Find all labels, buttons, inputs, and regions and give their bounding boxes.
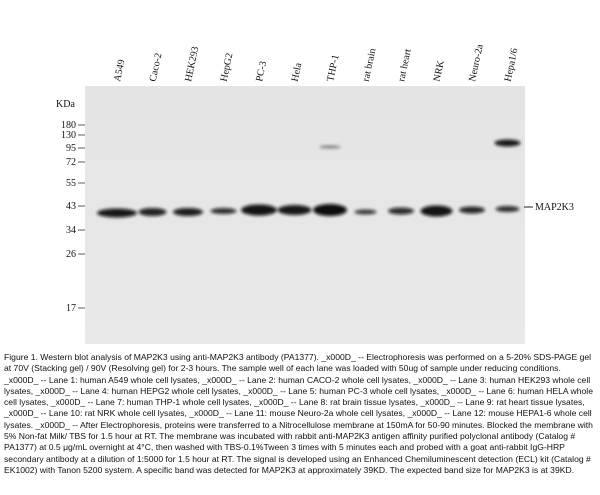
marker-label: 55: [66, 178, 76, 189]
lane-label: rat heart: [396, 48, 414, 83]
unit-label: KDa: [56, 99, 75, 110]
band: [138, 208, 167, 216]
lane-label: rat brain: [361, 47, 379, 82]
band: [319, 145, 341, 149]
lane-label: HEK293: [183, 46, 201, 83]
band: [313, 204, 347, 216]
lane-label: A549: [112, 59, 127, 83]
marker-label: 130: [61, 130, 76, 141]
caption: Figure 1. Western blot analysis of MAP2K…: [4, 352, 593, 475]
band: [420, 205, 453, 217]
band: [241, 204, 277, 216]
band: [277, 205, 312, 215]
marker-label: 26: [66, 249, 76, 260]
marker-label: 43: [66, 201, 76, 212]
band: [354, 209, 377, 215]
marker-label: 180: [61, 120, 76, 131]
lane-label: PC-3: [254, 60, 269, 82]
band: [459, 206, 485, 214]
lane-label: Hela: [290, 61, 305, 82]
band: [173, 208, 203, 216]
marker-label: 95: [66, 143, 76, 154]
lane-label: HepG2: [219, 52, 236, 83]
band-label: MAP2K3: [535, 202, 574, 213]
marker-label: 17: [66, 303, 76, 314]
band: [97, 208, 137, 218]
band: [495, 206, 520, 212]
lane-label: Caco-2: [148, 52, 165, 83]
marker-label: 72: [66, 157, 76, 168]
lane-label: Neuro-2a: [467, 43, 486, 83]
lane-label: NRK: [432, 59, 447, 83]
lane-label: THP-1: [325, 54, 341, 83]
marker-label: 34: [66, 225, 76, 236]
band: [210, 208, 237, 214]
band: [494, 139, 521, 147]
lane-label: Hepa1/6: [503, 47, 521, 82]
band: [388, 207, 414, 215]
